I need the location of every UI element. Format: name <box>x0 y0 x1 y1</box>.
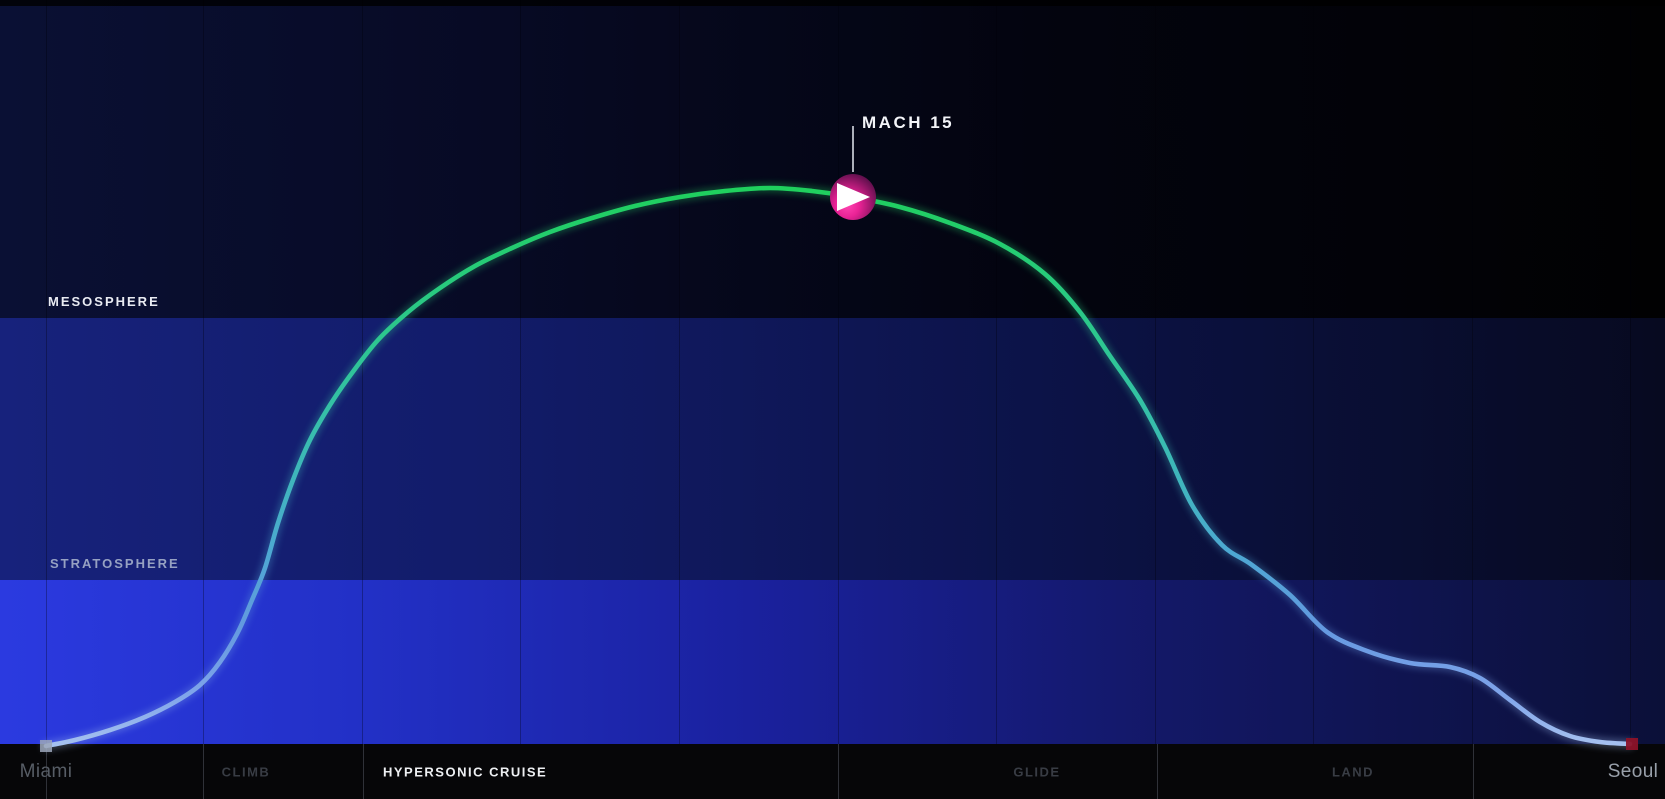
destination-label: Seoul <box>1607 760 1659 782</box>
phase-bar-tick <box>1473 744 1474 799</box>
background-column-line <box>1630 0 1631 744</box>
background-column-line <box>996 0 997 744</box>
phase-bar-tick <box>363 744 364 799</box>
background-column-line <box>46 0 47 744</box>
mesosphere-band <box>0 318 1665 580</box>
background-column-line <box>1155 0 1156 744</box>
phase-bar-tick <box>203 744 204 799</box>
background-column-line <box>1313 0 1314 744</box>
background-column-line <box>1472 0 1473 744</box>
top-edge-strip <box>0 0 1665 6</box>
background-column-line <box>838 0 839 744</box>
speed-annotation: MACH 15 <box>862 113 955 132</box>
phase-label-climb[interactable]: CLIMB <box>221 764 271 779</box>
phase-bar-tick <box>1157 744 1158 799</box>
flight-phase-bar: Miami CLIMB HYPERSONIC CRUISE GLIDE LAND… <box>0 744 1665 799</box>
phase-bar-tick <box>46 744 47 799</box>
background-column-line <box>362 0 363 744</box>
phase-label-hypersonic-cruise[interactable]: HYPERSONIC CRUISE <box>383 764 548 779</box>
upper-atmosphere-band <box>0 0 1665 318</box>
background-column-line <box>520 0 521 744</box>
stratosphere-label: STRATOSPHERE <box>50 556 180 571</box>
phase-bar-tick <box>838 744 839 799</box>
origin-label: Miami <box>19 760 73 782</box>
stratosphere-band <box>0 580 1665 744</box>
mesosphere-label: MESOSPHERE <box>48 294 160 309</box>
background-column-line <box>679 0 680 744</box>
phase-label-glide[interactable]: GLIDE <box>1013 764 1061 779</box>
background-column-line <box>203 0 204 744</box>
phase-label-land[interactable]: LAND <box>1331 764 1375 779</box>
